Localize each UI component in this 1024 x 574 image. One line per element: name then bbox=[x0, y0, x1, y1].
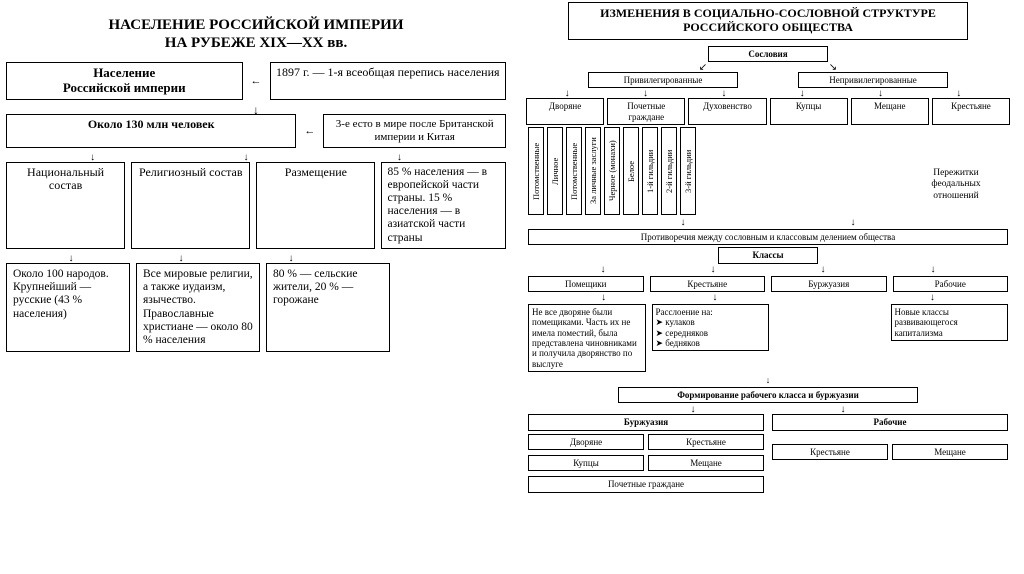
vcat-6: 1-й гильдии bbox=[642, 127, 658, 215]
left-title: НАСЕЛЕНИЕ РОССИЙСКОЙ ИМПЕРИИ НА РУБЕЖЕ X… bbox=[6, 16, 506, 52]
box-contradict: Противоречия между сословным и классовым… bbox=[528, 229, 1008, 245]
box-bourgeois: Буржуазия bbox=[528, 414, 764, 430]
right-title: ИЗМЕНЕНИЯ В СОЦИАЛЬНО-СОСЛОВНОЙ СТРУКТУР… bbox=[568, 2, 968, 40]
cat-dvoryane: Дворяне bbox=[526, 98, 604, 125]
box-placement: Размещение bbox=[256, 162, 375, 249]
feudal-note: Пережитки феодальных отношений bbox=[908, 168, 1004, 202]
arrow-left-icon: ← bbox=[304, 125, 315, 137]
bsrc-2: Купцы bbox=[528, 455, 644, 471]
class-pom: Помещики bbox=[528, 276, 644, 292]
bsrc-1: Крестьяне bbox=[648, 434, 764, 450]
box-religion-detail: Все мировые религии, а также иудаизм, яз… bbox=[136, 263, 260, 352]
box-national: Национальный состав bbox=[6, 162, 125, 249]
vcat-0: Потомственные bbox=[528, 127, 544, 215]
vcat-7: 2-й гильдии bbox=[661, 127, 677, 215]
box-census: 1897 г. — 1-я всеобщая перепись населени… bbox=[270, 62, 507, 100]
box-estates: Сословия bbox=[708, 46, 828, 62]
box-place-detail: 80 % — сельские жители, 20 % — горожане bbox=[266, 263, 390, 352]
bsrc-4: Почетные граждане bbox=[528, 476, 764, 492]
cat-kupcy: Купцы bbox=[770, 98, 848, 125]
cat-krestyane: Крестьяне bbox=[932, 98, 1010, 125]
note-newclasses: Новые классы развивающегося капитализма bbox=[891, 304, 1009, 341]
note-dvoryane: Не все дворяне были помещиками. Часть их… bbox=[528, 304, 646, 372]
cat-meshane: Мещане bbox=[851, 98, 929, 125]
arrow-row: ↓↓↓ bbox=[16, 154, 476, 162]
box-religion: Религиозный состав bbox=[131, 162, 250, 249]
box-nonpriv: Непривилегированные bbox=[798, 72, 948, 88]
arrow-down-icon: ↓ bbox=[6, 106, 506, 114]
box-85pct: 85 % населения — в европейской части стр… bbox=[381, 162, 506, 249]
cat-duhov: Духовенство bbox=[688, 98, 766, 125]
box-national-detail: Около 100 народов. Крупнейший — русские … bbox=[6, 263, 130, 352]
class-bur: Буржуазия bbox=[771, 276, 887, 292]
box-forming: Формирование рабочего класса и буржуазии bbox=[618, 387, 918, 403]
arrow-left-icon: ← bbox=[251, 75, 262, 87]
vcat-3: За личные заслуги bbox=[585, 127, 601, 215]
vcat-5: Белое bbox=[623, 127, 639, 215]
class-rab: Рабочие bbox=[893, 276, 1009, 292]
note-rassloenie: Расслоение на: ➤ кулаков ➤ середняков ➤ … bbox=[652, 304, 770, 351]
bsrc-0: Дворяне bbox=[528, 434, 644, 450]
wsrc-0: Крестьяне bbox=[772, 444, 888, 460]
box-workers: Рабочие bbox=[772, 414, 1008, 430]
box-classes: Классы bbox=[718, 247, 818, 263]
class-kr: Крестьяне bbox=[650, 276, 766, 292]
cat-pochetnye: Почетные граждане bbox=[607, 98, 685, 125]
box-popcount: Около 130 млн человек bbox=[6, 114, 296, 147]
wsrc-1: Мещане bbox=[892, 444, 1008, 460]
vcat-4: Черное (монахи) bbox=[604, 127, 620, 215]
box-population: Население Российской империи bbox=[6, 62, 243, 100]
box-priv: Привилегированные bbox=[588, 72, 738, 88]
box-rank: 3-е есто в мире после Британской империи… bbox=[323, 114, 506, 147]
vcat-2: Потомственные bbox=[566, 127, 582, 215]
vcat-8: 3-й гильдии bbox=[680, 127, 696, 215]
arrow-row: ↓↓↓ bbox=[16, 255, 346, 263]
vcat-1: Личное bbox=[547, 127, 563, 215]
bsrc-3: Мещане bbox=[648, 455, 764, 471]
